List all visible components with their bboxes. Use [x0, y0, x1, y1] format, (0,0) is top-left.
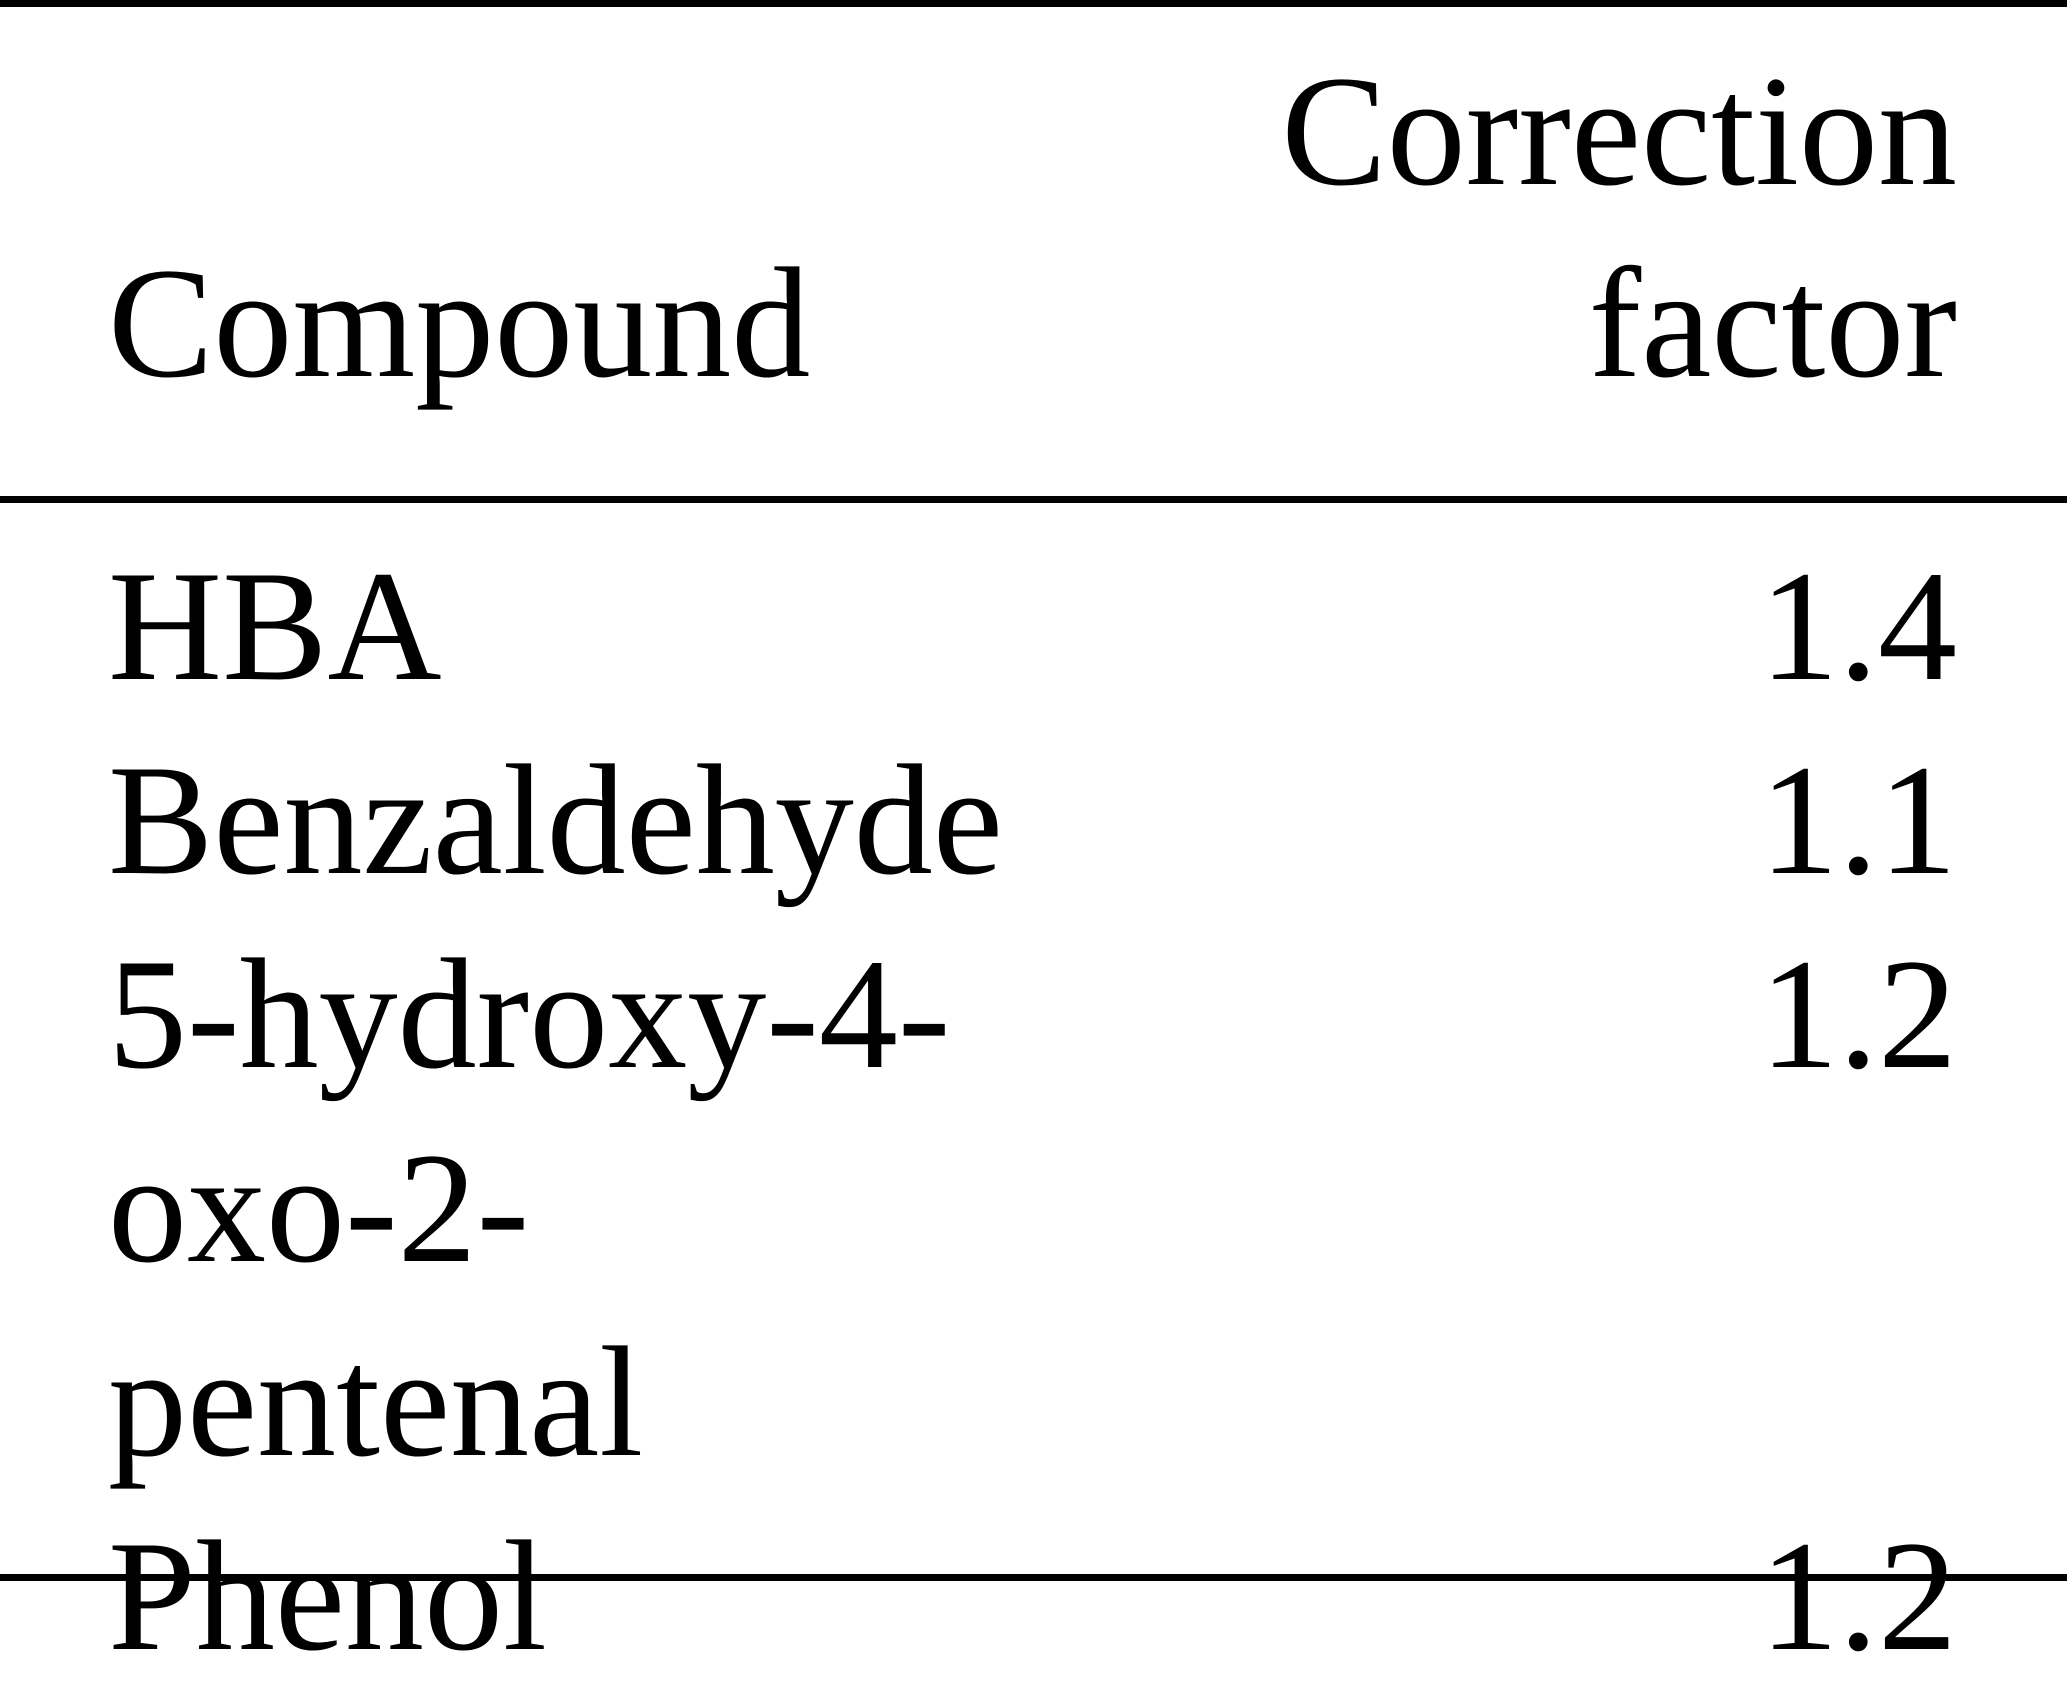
table-body: HBA 1.4 Benzaldehyde 1.1 5-hydroxy-4-oxo… — [108, 530, 1957, 1694]
factor-cell: 1.1 — [1759, 733, 1958, 908]
compound-cell: 5-hydroxy-4-oxo-2-pentenal — [108, 927, 951, 1490]
factor-cell: 1.2 — [1759, 927, 1958, 1102]
table-row: Phenol 1.2 — [108, 1500, 1957, 1694]
header-rule — [0, 496, 2067, 503]
table-header: Compound Correction factor — [108, 36, 1957, 436]
compound-cell: HBA — [108, 539, 442, 714]
table-row: 5-hydroxy-4-oxo-2-pentenal 1.2 — [108, 918, 1957, 1500]
table-row: Benzaldehyde 1.1 — [108, 724, 1957, 918]
bottom-rule — [0, 1574, 2067, 1581]
table-row: HBA 1.4 — [108, 530, 1957, 724]
compound-cell: Phenol — [108, 1509, 547, 1684]
compound-cell: Benzaldehyde — [108, 733, 1003, 908]
factor-cell: 1.4 — [1759, 539, 1958, 714]
header-compound: Compound — [108, 236, 811, 411]
header-correction-factor: Correction factor — [1281, 44, 1957, 411]
top-rule — [0, 0, 2067, 7]
factor-cell: 1.2 — [1759, 1509, 1958, 1684]
